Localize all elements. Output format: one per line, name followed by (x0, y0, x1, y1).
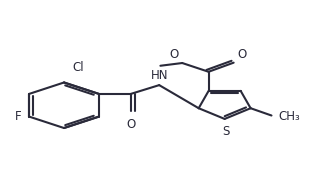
Text: HN: HN (151, 69, 168, 82)
Text: CH₃: CH₃ (279, 110, 300, 123)
Text: O: O (169, 48, 179, 61)
Text: O: O (237, 48, 247, 61)
Text: F: F (15, 110, 21, 123)
Text: S: S (222, 125, 229, 138)
Text: Cl: Cl (72, 61, 84, 74)
Text: O: O (126, 117, 135, 131)
